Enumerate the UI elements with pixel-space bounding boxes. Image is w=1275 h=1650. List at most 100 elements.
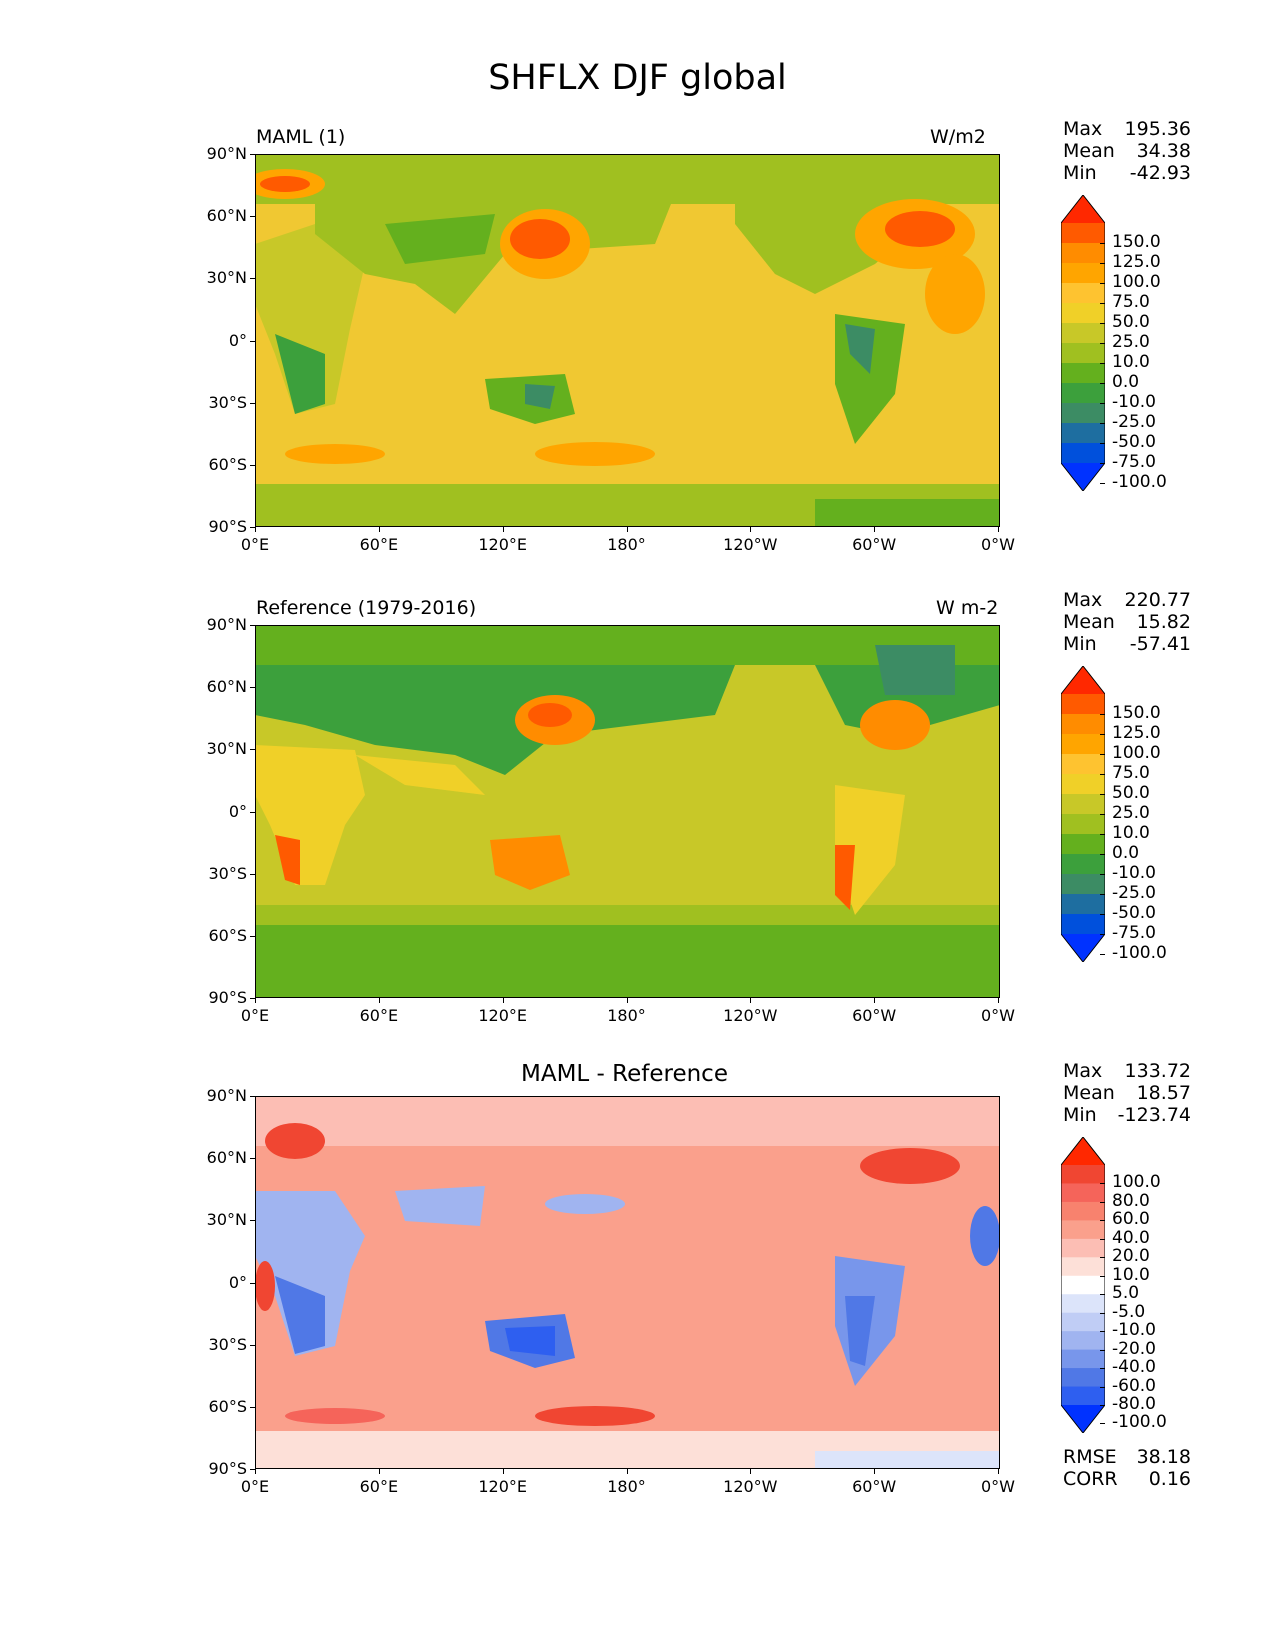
stat-min: -123.74 [1117, 1104, 1191, 1126]
colorbar-tick-label: 0.0 [1112, 843, 1140, 863]
x-tick-label: 120°W [723, 535, 778, 554]
colorbar-tick-label: 0.0 [1112, 372, 1140, 392]
stat-max: 195.36 [1124, 118, 1191, 140]
colorbar-tick-mark [1100, 1368, 1105, 1370]
y-tick-mark [250, 873, 255, 875]
colorbar-band [1061, 1165, 1105, 1184]
y-tick-mark [250, 998, 255, 999]
colorbar-tick-label: 25.0 [1112, 332, 1150, 352]
colorbar-band [1061, 694, 1105, 715]
colorbar-tick-mark [1100, 1349, 1105, 1351]
colorbar-tick-mark [1100, 1220, 1105, 1222]
colorbar-band [1061, 1349, 1105, 1369]
x-tick-label: 180° [607, 1477, 646, 1496]
x-tick-label: 60°W [852, 1006, 897, 1025]
x-tick-label: 0°W [981, 535, 1015, 554]
colorbar-tick-mark [1100, 283, 1105, 284]
colorbar-band [1061, 814, 1105, 835]
colorbar-tick-label: 25.0 [1112, 803, 1150, 823]
colorbar-extend-max [1061, 666, 1105, 694]
colorbar-band [1061, 243, 1105, 264]
panel-units: W/m2 [930, 126, 986, 148]
stat-max-label: Max [1063, 1060, 1103, 1082]
y-tick-label: 90°S [208, 1459, 247, 1478]
colorbar-tick-mark [1100, 954, 1105, 955]
colorbar-tick-mark [1100, 1423, 1105, 1425]
colorbar-tick-label: -75.0 [1112, 923, 1156, 943]
y-tick-label: 90°N [206, 144, 247, 163]
colorbar-tick-mark [1100, 383, 1105, 384]
colorbar-tick-mark [1100, 794, 1105, 795]
y-tick-mark [250, 1096, 255, 1097]
colorbar-band [1061, 323, 1105, 344]
stat-mean: 34.38 [1136, 140, 1191, 162]
y-tick-label: 60°S [208, 454, 247, 474]
colorbar-tick-label: -10.0 [1112, 863, 1156, 883]
colorbar-tick-label: -60.0 [1112, 1375, 1156, 1396]
x-tick-mark [750, 527, 752, 532]
colorbar-band [1061, 263, 1105, 284]
stat-min: -57.41 [1129, 633, 1191, 655]
stat-max-label: Max [1063, 589, 1103, 611]
colorbar-tick-label: 60.0 [1112, 1209, 1150, 1230]
colorbar-tick-label: 50.0 [1112, 312, 1150, 332]
x-tick-mark [378, 1469, 380, 1474]
map-difference [255, 1096, 1000, 1469]
colorbar-tick-label: 100.0 [1112, 1172, 1161, 1193]
colorbar-band [1061, 403, 1105, 424]
colorbar-tick-label: 100.0 [1112, 743, 1161, 763]
colorbar-band [1061, 1238, 1105, 1258]
stat-min-label: Min [1063, 1104, 1097, 1126]
x-tick-mark [626, 998, 628, 1003]
colorbar-band [1061, 303, 1105, 324]
colorbar-tick-label: 40.0 [1112, 1227, 1150, 1248]
colorbar-tick-mark [1100, 1294, 1105, 1296]
x-tick-label: 120°W [723, 1477, 778, 1496]
y-tick-mark [250, 625, 255, 626]
x-tick-label: 0°E [240, 1477, 270, 1496]
colorbar-band [1061, 734, 1105, 755]
y-tick-mark [250, 1344, 255, 1346]
colorbar-tick-mark [1100, 1312, 1105, 1314]
colorbar-tick-label: -50.0 [1112, 432, 1156, 452]
colorbar-band [1061, 1220, 1105, 1240]
y-tick-label: 90°N [206, 615, 247, 634]
colorbar-tick-mark [1100, 1238, 1105, 1240]
stat-max: 133.72 [1124, 1060, 1191, 1082]
colorbar-tick-label: -100.0 [1112, 943, 1167, 963]
x-tick-mark [874, 527, 876, 532]
colorbar-band [1061, 874, 1105, 895]
y-tick-mark [250, 1282, 255, 1284]
x-tick-mark [255, 1469, 256, 1474]
panel-maml: MAML (1) W/m2 [0, 0, 1275, 560]
stat-min-label: Min [1063, 162, 1097, 184]
colorbar-tick-mark [1100, 754, 1105, 755]
stat-mean-label: Mean [1063, 1082, 1115, 1104]
x-tick-mark [378, 998, 380, 1003]
x-tick-mark [378, 527, 380, 532]
stat-max-label: Max [1063, 118, 1103, 140]
colorbar-tick-label: -80.0 [1112, 1394, 1156, 1414]
colorbar-tick-label: 10.0 [1112, 823, 1150, 843]
x-tick-label: 0°E [240, 1006, 270, 1025]
panel-units: W m-2 [936, 597, 999, 619]
colorbar-band [1061, 1294, 1105, 1314]
x-tick-mark [626, 527, 628, 532]
colorbar-extend-min [1061, 934, 1105, 962]
x-tick-mark [502, 527, 504, 532]
x-tick-mark [502, 998, 504, 1003]
colorbar-tick-mark [1100, 734, 1105, 735]
colorbar-tick-mark [1100, 1386, 1105, 1388]
colorbar-tick-mark [1100, 1201, 1105, 1203]
colorbar-band [1061, 1386, 1105, 1406]
colorbar-band [1061, 834, 1105, 855]
colorbar-extend-min [1061, 463, 1105, 491]
x-tick-label: 0°W [981, 1477, 1015, 1496]
colorbar-tick-label: 100.0 [1112, 272, 1161, 292]
colorbar-band [1061, 1312, 1105, 1332]
colorbar-band [1061, 223, 1105, 244]
y-tick-label: 60°N [206, 677, 247, 697]
colorbar-band [1061, 1257, 1105, 1277]
colorbar-tick-label: -20.0 [1112, 1338, 1156, 1359]
y-tick-mark [250, 154, 255, 155]
